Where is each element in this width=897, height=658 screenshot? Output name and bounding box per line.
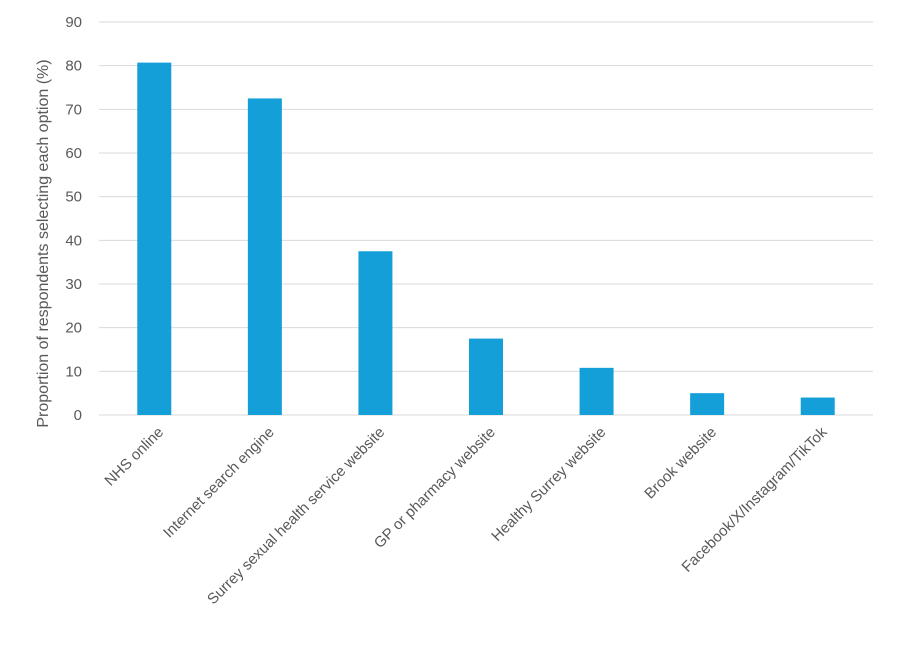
y-tick-label: 60: [65, 145, 82, 162]
y-tick-label: 0: [74, 407, 82, 424]
y-tick-label: 30: [65, 276, 82, 293]
y-tick-label: 40: [65, 232, 82, 249]
bar: [358, 251, 393, 415]
y-tick-label: 70: [65, 101, 82, 118]
y-tick-label: 20: [65, 320, 82, 337]
x-category-label: NHS online: [101, 424, 167, 490]
x-category-label: Brook website: [641, 424, 720, 503]
gridlines: [99, 21, 873, 416]
bars: [137, 62, 835, 416]
y-axis-title: Proportion of respondents selecting each…: [35, 59, 52, 427]
x-category-label: Surrey sexual health service website: [204, 424, 388, 608]
bar: [800, 397, 835, 415]
x-category-label: Healthy Surrey website: [488, 424, 609, 545]
y-tick-label: 50: [65, 189, 82, 206]
bar: [247, 98, 282, 416]
bar: [690, 393, 725, 415]
bar: [137, 62, 172, 416]
y-axis-tick-labels: 0 10 20 30 40 50 60 70 80 90: [65, 14, 82, 424]
x-category-label: Internet search engine: [160, 424, 278, 542]
bar: [579, 367, 614, 415]
y-tick-label: 10: [65, 363, 82, 380]
bar: [469, 338, 503, 415]
y-tick-label: 90: [65, 14, 82, 31]
y-tick-label: 80: [65, 58, 82, 75]
x-category-label: GP or pharmacy website: [371, 424, 499, 552]
